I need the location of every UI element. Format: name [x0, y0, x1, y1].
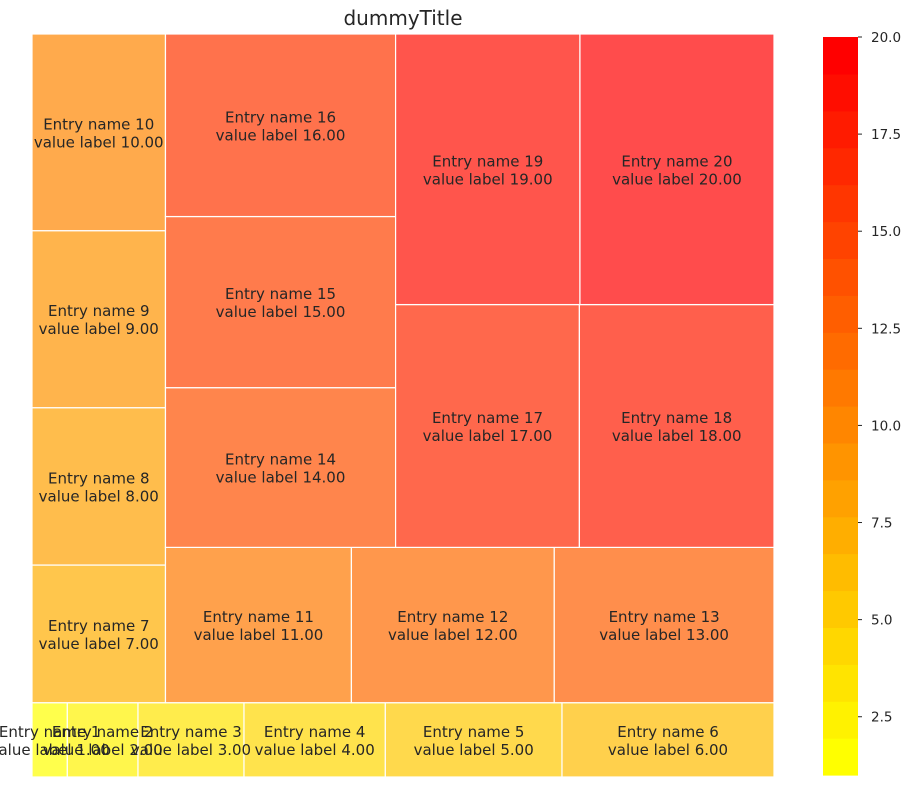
colorbar-segment: [823, 738, 858, 776]
tile-name-label: Entry name 3: [140, 723, 242, 741]
colorbar-segment: [823, 37, 858, 75]
tile-name-label: Entry name 10: [43, 115, 154, 133]
treemap-tile-5: [384, 702, 563, 778]
treemap-tile-19: [394, 33, 581, 306]
tile-name-label: Entry name 14: [225, 451, 336, 469]
chart-title: dummyTitle: [343, 6, 462, 30]
tile-name-label: Entry name 9: [48, 302, 150, 320]
tile-name-label: Entry name 18: [621, 409, 732, 427]
tile-name-label: Entry name 8: [48, 469, 150, 487]
colorbar-tick-label: 10.0: [871, 418, 901, 434]
tile-name-label: Entry name 20: [621, 152, 732, 170]
treemap-tile-16: [164, 33, 397, 218]
treemap-tile-17: [394, 303, 580, 548]
colorbar-segment: [823, 664, 858, 702]
tile-name-label: Entry name 5: [423, 723, 525, 741]
colorbar-segment: [823, 73, 858, 112]
tile-name-label: Entry name 13: [609, 608, 720, 626]
tile-name-label: Entry name 17: [432, 409, 543, 427]
tile-value-label: value label 13.00: [599, 626, 729, 644]
colorbar-segment: [823, 369, 858, 407]
tile-value-label: value label 18.00: [612, 427, 742, 445]
tile-value-label: value label 11.00: [194, 626, 324, 644]
treemap-tile-7: [31, 564, 167, 704]
treemap-tile-6: [561, 702, 775, 778]
tile-value-label: value label 10.00: [34, 133, 164, 151]
colorbar-segment: [823, 516, 858, 555]
tile-name-label: Entry name 15: [225, 285, 336, 303]
tile-name-label: Entry name 4: [264, 723, 366, 741]
colorbar-segment: [823, 258, 858, 296]
colorbar-segment: [823, 295, 858, 333]
tile-value-label: value label 5.00: [414, 741, 534, 759]
tile-value-label: value label 1.00: [0, 741, 110, 759]
tile-value-label: value label 2.00: [43, 741, 163, 759]
tile-value-label: value label 19.00: [423, 170, 553, 188]
tile-value-label: value label 12.00: [388, 626, 518, 644]
tile-value-label: value label 3.00: [131, 741, 251, 759]
colorbar-segment: [823, 221, 858, 259]
colorbar-segment: [823, 590, 858, 628]
treemap-tile-8: [31, 407, 167, 566]
tile-value-label: value label 9.00: [39, 320, 159, 338]
colorbar: 2.5 5.0 7.5 10.0 12.5 15.0 17.5 20.0: [823, 30, 901, 776]
tile-name-label: Entry name 16: [225, 108, 336, 126]
colorbar-tick-label: 17.5: [871, 127, 901, 143]
treemap-tiles: [31, 33, 775, 778]
tile-value-label: value label 16.00: [216, 126, 346, 144]
tile-name-label: Entry name 19: [432, 152, 543, 170]
colorbar-segment: [823, 479, 858, 518]
treemap-tile-10: [31, 33, 167, 232]
tile-value-label: value label 17.00: [423, 427, 553, 445]
colorbar-segment: [823, 110, 858, 149]
treemap-tile-15: [164, 215, 397, 389]
tile-value-label: value label 7.00: [39, 635, 159, 653]
colorbar-segment: [823, 627, 858, 665]
tile-value-label: value label 8.00: [39, 487, 159, 505]
colorbar-segment: [823, 147, 858, 186]
colorbar-tick-label: 5.0: [871, 613, 892, 629]
colorbar-tick-label: 12.5: [871, 321, 901, 337]
treemap-tile-9: [31, 230, 167, 409]
tile-value-label: value label 4.00: [255, 741, 375, 759]
tile-name-label: Entry name 1: [0, 723, 100, 741]
treemap-tile-4: [243, 702, 386, 778]
tile-value-label: value label 20.00: [612, 170, 742, 188]
colorbar-tick-label: 15.0: [871, 224, 901, 240]
treemap-tile-2: [66, 702, 139, 778]
treemap-tile-18: [578, 303, 775, 548]
colorbar-segment: [823, 701, 858, 739]
treemap-tile-12: [350, 546, 555, 704]
colorbar-segment: [823, 442, 858, 481]
tile-name-label: Entry name 2: [52, 723, 154, 741]
tile-value-label: value label 6.00: [608, 741, 728, 759]
colorbar-segment: [823, 406, 858, 444]
colorbar-tick-label: 7.5: [871, 516, 892, 532]
colorbar-segment: [823, 553, 858, 592]
treemap-tile-13: [553, 546, 775, 704]
tile-name-label: Entry name 12: [397, 608, 508, 626]
treemap-tile-1: [31, 702, 68, 778]
tile-value-label: value label 15.00: [216, 303, 346, 321]
colorbar-tick-label: 20.0: [871, 30, 901, 46]
treemap-tile-20: [579, 33, 775, 306]
colorbar-segment: [823, 332, 858, 370]
colorbar-tick-label: 2.5: [871, 710, 892, 726]
tile-name-label: Entry name 6: [617, 723, 719, 741]
tile-name-label: Entry name 11: [203, 608, 314, 626]
tile-value-label: value label 14.00: [216, 469, 346, 487]
colorbar-segment: [823, 184, 858, 223]
tile-name-label: Entry name 7: [48, 617, 150, 635]
